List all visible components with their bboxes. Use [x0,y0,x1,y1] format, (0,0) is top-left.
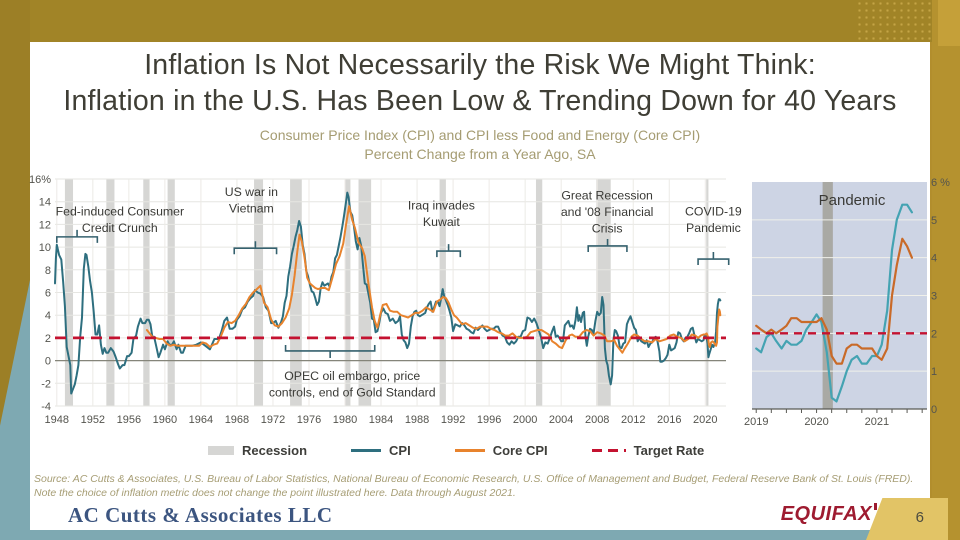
legend: Recession CPI Core CPI Target Rate [208,443,704,458]
svg-text:1992: 1992 [441,414,465,426]
legend-item: Target Rate [591,443,705,458]
svg-text:14: 14 [39,197,51,209]
svg-text:-4: -4 [41,401,51,413]
gold-top-bar [0,0,940,42]
gold-dot-pattern [856,0,938,42]
svg-text:3: 3 [931,291,937,303]
gold-right-band [932,0,960,540]
svg-text:2: 2 [931,328,937,340]
svg-text:1984: 1984 [369,414,393,426]
legend-item: Recession [208,443,307,458]
page-title: Inflation Is Not Necessarily the Risk We… [30,42,930,119]
main-inflation-chart: -4 -2 0 2 4 6 8 10 12 14 16% 1948 1952 1956 1960 1964 19… [29,174,742,426]
subtitle-line-1: Consumer Price Index (CPI) and CPI less … [259,127,701,143]
legend-swatch-target-rate [591,449,626,452]
company-name: AC Cutts & Associates LLC [68,503,333,527]
legend-item: CPI [351,443,411,458]
svg-text:16%: 16% [29,174,51,186]
svg-text:1964: 1964 [189,414,213,426]
chart-subtitle: Consumer Price Index (CPI) and CPI less … [30,126,930,164]
svg-text:2021: 2021 [865,416,889,428]
svg-text:1988: 1988 [405,414,429,426]
title-line-2: Inflation in the U.S. Has Been Low & Tre… [63,85,897,117]
page-number-tab: 6 [866,498,948,540]
legend-swatch-core-cpi [454,449,485,452]
equifax-logo: EQUIFAX [781,503,877,526]
svg-text:2004: 2004 [549,414,573,426]
svg-text:1968: 1968 [225,414,249,426]
svg-text:0: 0 [45,356,51,368]
svg-text:2020: 2020 [693,414,717,426]
svg-text:-2: -2 [41,378,51,390]
svg-text:10: 10 [39,242,51,254]
svg-text:1976: 1976 [297,414,321,426]
svg-text:1952: 1952 [81,414,105,426]
svg-text:2: 2 [45,333,51,345]
svg-text:1980: 1980 [333,414,357,426]
svg-text:2012: 2012 [621,414,645,426]
svg-text:1: 1 [931,366,937,378]
legend-label: Target Rate [633,443,705,458]
svg-text:1996: 1996 [477,414,501,426]
source-note: Source: AC Cutts & Associates, U.S. Bure… [34,473,914,499]
svg-text:4: 4 [45,310,51,322]
svg-text:4: 4 [931,253,937,265]
legend-swatch-recession [208,446,234,455]
svg-text:Pandemic: Pandemic [819,192,886,209]
svg-text:1948: 1948 [45,414,69,426]
svg-text:2019: 2019 [744,416,768,428]
svg-text:6: 6 [45,288,51,300]
pandemic-inset-chart: 0 1 2 3 4 5 6 % 2019 2020 2021 Pandemic [744,177,950,428]
slide-content: Inflation Is Not Necessarily the Risk We… [29,42,950,530]
svg-text:2000: 2000 [513,414,537,426]
svg-text:1956: 1956 [117,414,141,426]
bottom-teal-strip [0,530,940,540]
equifax-logo-text: EQUIFAX [780,503,872,525]
svg-text:1960: 1960 [153,414,177,426]
svg-text:12: 12 [39,219,51,231]
page-number: 6 [915,509,924,526]
title-line-1: Inflation Is Not Necessarily the Risk We… [144,49,816,81]
chart-area: -4 -2 0 2 4 6 8 10 12 14 16% 1948 1952 1956 1960 1964 19… [29,172,950,442]
legend-swatch-cpi [351,449,382,452]
legend-label: CPI [389,443,411,458]
svg-text:6 %: 6 % [931,177,950,189]
legend-label: Recession [242,443,308,458]
svg-text:2008: 2008 [585,414,609,426]
svg-text:1972: 1972 [261,414,285,426]
svg-text:5: 5 [931,215,937,227]
legend-item: Core CPI [454,443,548,458]
svg-text:2016: 2016 [657,414,681,426]
svg-text:0: 0 [931,404,937,416]
subtitle-line-2: Percent Change from a Year Ago, SA [364,146,596,162]
equifax-mark [874,503,877,510]
legend-label: Core CPI [492,443,548,458]
svg-text:2020: 2020 [804,416,828,428]
gold-corner [938,0,960,46]
svg-text:8: 8 [45,265,51,277]
